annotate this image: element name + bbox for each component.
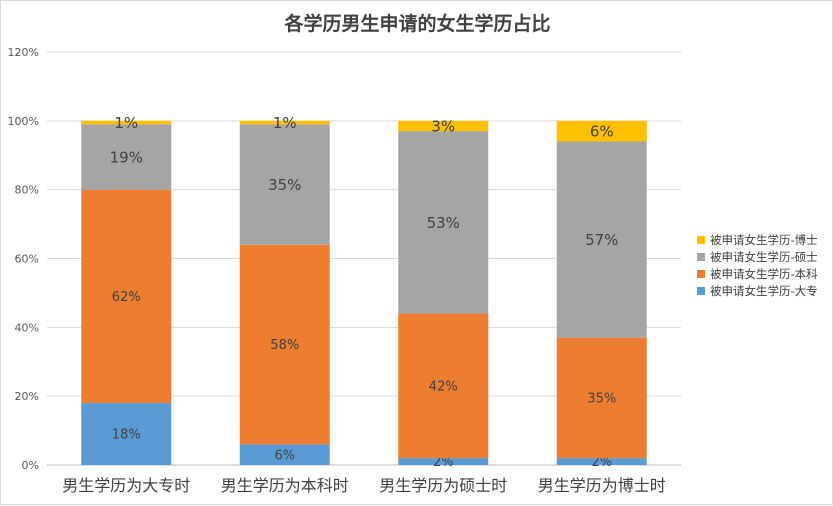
bar-segment	[398, 131, 489, 314]
legend-label: 被申请女生学历-大专	[710, 283, 818, 298]
data-label: 2%	[591, 455, 612, 470]
data-label: 1%	[114, 114, 138, 132]
data-label: 2%	[433, 455, 454, 470]
bar-segment	[398, 313, 489, 459]
data-label: 19%	[110, 148, 143, 166]
bar-segment	[81, 403, 172, 465]
data-label: 3%	[431, 117, 455, 135]
y-tick-label: 80%	[15, 184, 39, 197]
x-category-label: 男生学历为博士时	[538, 476, 666, 495]
bar-segment	[81, 124, 172, 190]
data-label: 35%	[587, 392, 616, 407]
legend-item: 被申请女生学历-本科	[697, 265, 831, 282]
legend-label: 被申请女生学历-硕士	[710, 249, 818, 264]
bar-segment	[556, 337, 647, 459]
legend-swatch	[697, 286, 705, 295]
legend-item: 被申请女生学历-博士	[697, 231, 831, 248]
bar-segment	[556, 120, 647, 142]
legend-item: 被申请女生学历-大专	[697, 282, 831, 299]
data-label: 6%	[590, 123, 614, 141]
y-tick-label: 60%	[15, 253, 39, 266]
x-category-label: 男生学历为硕士时	[379, 476, 507, 495]
x-category-label: 男生学历为大专时	[62, 476, 190, 495]
data-label: 42%	[429, 380, 458, 395]
data-label: 1%	[273, 114, 297, 132]
data-label: 57%	[585, 231, 618, 249]
data-label: 62%	[112, 290, 141, 305]
bar-segment	[398, 458, 489, 465]
y-tick-label: 20%	[15, 390, 39, 403]
legend-swatch	[697, 269, 705, 278]
y-tick-label: 0%	[22, 459, 39, 472]
bar-segment	[556, 141, 647, 338]
bar-segment	[81, 189, 172, 404]
bar-segment	[239, 124, 330, 245]
bar-segment	[398, 120, 489, 132]
y-tick-label: 120%	[8, 46, 39, 59]
legend: 被申请女生学历-博士 被申请女生学历-硕士 被申请女生学历-本科 被申请女生学历-大专	[697, 231, 831, 299]
y-tick-label: 100%	[8, 115, 39, 128]
data-label: 6%	[274, 448, 295, 463]
x-category-label: 男生学历为本科时	[221, 476, 349, 495]
bar-segment	[239, 244, 330, 445]
bar-segment	[81, 120, 172, 125]
data-label: 53%	[427, 214, 460, 232]
legend-item: 被申请女生学历-硕士	[697, 248, 831, 265]
legend-label: 被申请女生学历-本科	[710, 266, 818, 281]
data-label: 58%	[270, 338, 299, 353]
legend-swatch	[697, 252, 705, 261]
bar-segment	[556, 458, 647, 465]
bar-segment	[239, 444, 330, 465]
y-tick-label: 40%	[15, 321, 39, 334]
chart-title: 各学历男生申请的女生学历占比	[284, 13, 551, 35]
legend-label: 被申请女生学历-博士	[710, 232, 818, 247]
legend-swatch	[697, 235, 705, 244]
bar-segment	[239, 120, 330, 125]
data-label: 18%	[112, 428, 141, 443]
data-label: 35%	[268, 176, 301, 194]
